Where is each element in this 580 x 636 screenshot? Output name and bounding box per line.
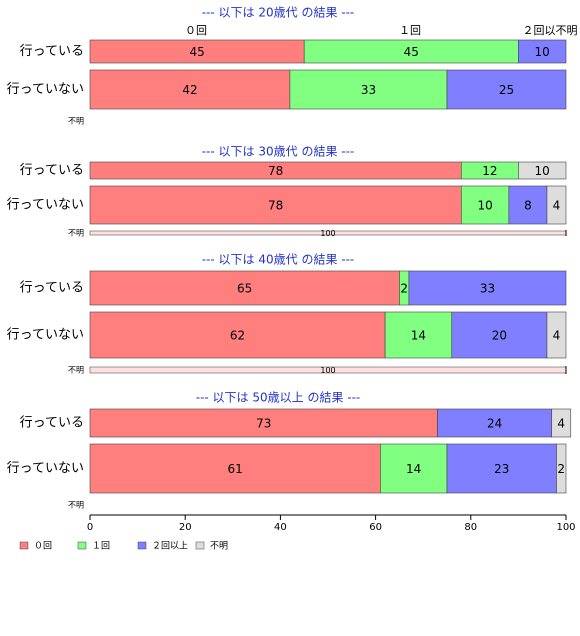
bar-value-label: 2 — [400, 282, 408, 296]
group-title: --- 以下は 50歳以上 の結果 --- — [196, 391, 361, 405]
bar-segment — [508, 185, 548, 225]
category-label: 行っている — [20, 44, 84, 59]
category-label: 行っていない — [7, 82, 84, 97]
bar-value-label: 25 — [499, 83, 514, 97]
bar-segment — [518, 161, 567, 180]
legend-label: 不明 — [210, 541, 228, 552]
x-tick-label: 40 — [274, 522, 287, 533]
category-label: 不明 — [68, 117, 84, 126]
bar-value-label: 42 — [182, 83, 197, 97]
bar-value-label: 10 — [477, 199, 492, 213]
x-tick-label: 20 — [179, 522, 192, 533]
group-title: --- 以下は 30歳代 の結果 --- — [202, 145, 355, 159]
bar-segment — [556, 443, 567, 494]
bar-value-label: 14 — [411, 329, 426, 343]
bar-value-label: 78 — [268, 199, 283, 213]
bar-value-label: 20 — [492, 329, 507, 343]
bar-value-label: 4 — [553, 329, 561, 343]
category-label: 行っている — [20, 163, 84, 178]
bar-value-label: 45 — [189, 45, 204, 59]
column-header: ０回 — [185, 24, 207, 37]
bar-value-label: 4 — [553, 199, 561, 213]
x-tick-label: 80 — [464, 522, 477, 533]
category-label: 不明 — [68, 366, 84, 375]
legend-swatch — [195, 541, 205, 550]
bar-value-label: 12 — [482, 164, 497, 178]
bar-value-label: 14 — [406, 462, 421, 476]
bar-value-label: 10 — [535, 45, 550, 59]
group-title: --- 以下は 40歳代 の結果 --- — [202, 253, 355, 267]
bar-value-label: 23 — [494, 462, 509, 476]
bar-value-label: 100 — [320, 229, 335, 238]
bar-value-label: 73 — [256, 417, 271, 431]
bar-segment — [546, 185, 567, 225]
bar-segment — [89, 311, 386, 359]
bar-segment — [437, 408, 553, 438]
category-label: 行っていない — [7, 198, 84, 213]
legend-label: ２回以上 — [152, 541, 188, 552]
bar-segment — [89, 408, 438, 438]
category-label: 行っている — [20, 281, 84, 296]
bar-segment — [380, 443, 448, 494]
category-label: 不明 — [68, 229, 84, 238]
legend-label: ０回 — [34, 541, 52, 552]
column-header: ２回以不明 — [523, 24, 578, 37]
group-title: --- 以下は 20歳代 の結果 --- — [202, 6, 355, 20]
bar-value-label: 78 — [268, 164, 283, 178]
category-label: 不明 — [68, 501, 84, 510]
bar-value-label: 4 — [557, 417, 565, 431]
bar-segment — [89, 443, 381, 494]
bar-segment — [546, 311, 567, 359]
bar-value-label: 8 — [524, 199, 532, 213]
category-label: 行っていない — [7, 461, 84, 476]
bar-segment — [289, 69, 448, 110]
bar-value-label: 62 — [230, 329, 245, 343]
bar-value-label: 65 — [237, 282, 252, 296]
bar-segment — [451, 311, 548, 359]
bar-value-label: 33 — [361, 83, 376, 97]
legend-label: １回 — [92, 541, 110, 552]
bar-value-label: 61 — [228, 462, 243, 476]
bar-segment — [89, 270, 400, 306]
legend-swatch — [77, 541, 87, 550]
bar-segment — [384, 311, 453, 359]
bar-segment — [446, 443, 557, 494]
x-tick-label: 100 — [556, 522, 575, 533]
x-tick-label: 60 — [369, 522, 382, 533]
bar-segment — [518, 39, 567, 64]
bar-segment — [551, 408, 572, 438]
legend-swatch — [19, 541, 29, 550]
bar-value-label: 100 — [320, 366, 335, 375]
category-label: 行っている — [20, 416, 84, 431]
bar-value-label: 45 — [404, 45, 419, 59]
bar-value-label: 2 — [557, 462, 565, 476]
bar-value-label: 10 — [535, 164, 550, 178]
bar-value-label: 24 — [487, 417, 502, 431]
category-label: 行っていない — [7, 328, 84, 343]
legend-swatch — [137, 541, 147, 550]
bar-segment — [446, 69, 567, 110]
bar-segment — [89, 185, 462, 225]
column-header: １回 — [399, 24, 421, 37]
x-tick-label: 0 — [87, 522, 93, 533]
bar-segment — [408, 270, 567, 306]
bar-value-label: 33 — [480, 282, 495, 296]
